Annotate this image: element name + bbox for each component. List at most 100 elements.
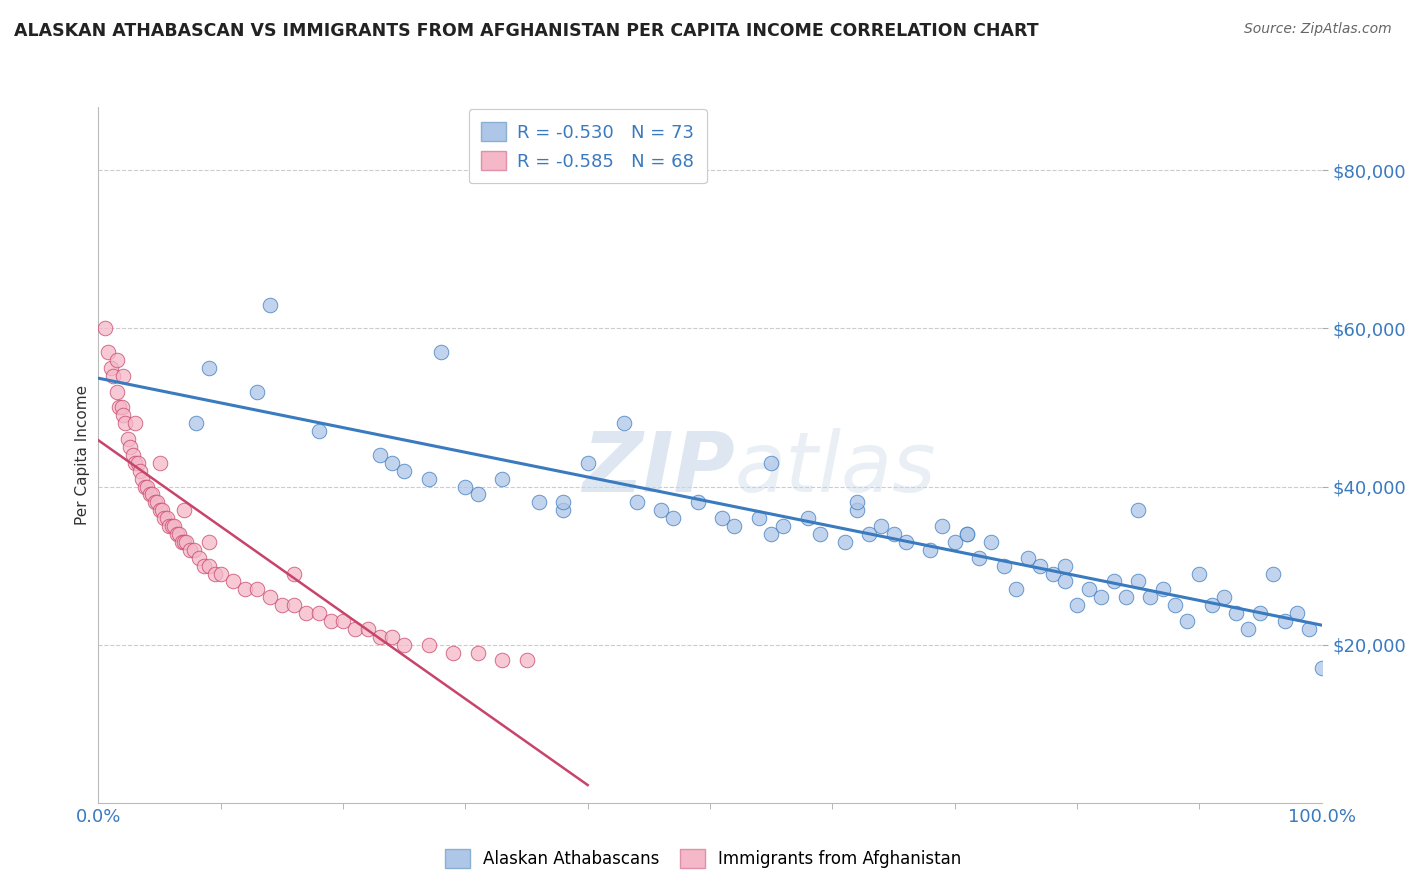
Legend: Alaskan Athabascans, Immigrants from Afghanistan: Alaskan Athabascans, Immigrants from Afg…	[439, 843, 967, 875]
Point	[1053, 558, 1076, 573]
Point	[1237, 622, 1260, 636]
Point	[193, 558, 215, 573]
Point	[834, 535, 856, 549]
Point	[173, 503, 195, 517]
Point	[131, 472, 153, 486]
Point	[467, 487, 489, 501]
Point	[1261, 566, 1284, 581]
Point	[233, 582, 256, 597]
Point	[1078, 582, 1101, 597]
Point	[1004, 582, 1026, 597]
Point	[143, 495, 166, 509]
Point	[748, 511, 770, 525]
Point	[368, 630, 391, 644]
Point	[183, 542, 205, 557]
Point	[124, 456, 146, 470]
Point	[686, 495, 709, 509]
Point	[1152, 582, 1174, 597]
Point	[356, 622, 378, 636]
Point	[797, 511, 820, 525]
Point	[167, 527, 190, 541]
Point	[222, 574, 245, 589]
Point	[1029, 558, 1052, 573]
Point	[117, 432, 139, 446]
Point	[1274, 614, 1296, 628]
Point	[1053, 574, 1076, 589]
Point	[650, 503, 672, 517]
Point	[381, 456, 404, 470]
Point	[149, 503, 172, 517]
Point	[1249, 606, 1271, 620]
Point	[808, 527, 831, 541]
Point	[111, 368, 134, 383]
Point	[150, 503, 173, 517]
Point	[197, 361, 219, 376]
Y-axis label: Per Capita Income: Per Capita Income	[75, 384, 90, 525]
Point	[1212, 591, 1234, 605]
Point	[319, 614, 342, 628]
Point	[943, 535, 966, 549]
Point	[441, 646, 464, 660]
Point	[723, 519, 745, 533]
Point	[613, 417, 636, 431]
Point	[170, 535, 193, 549]
Point	[711, 511, 734, 525]
Point	[259, 591, 281, 605]
Point	[344, 622, 367, 636]
Point	[136, 479, 159, 493]
Point	[430, 345, 453, 359]
Point	[176, 535, 198, 549]
Point	[418, 472, 440, 486]
Point	[308, 424, 330, 438]
Point	[491, 653, 513, 667]
Point	[1298, 622, 1320, 636]
Point	[100, 361, 122, 376]
Point	[124, 417, 146, 431]
Point	[883, 527, 905, 541]
Point	[129, 464, 152, 478]
Point	[105, 353, 128, 368]
Point	[270, 598, 294, 612]
Point	[139, 487, 162, 501]
Point	[1066, 598, 1088, 612]
Point	[920, 542, 942, 557]
Point	[845, 495, 868, 509]
Point	[956, 527, 979, 541]
Point	[246, 582, 269, 597]
Point	[141, 487, 163, 501]
Point	[157, 519, 180, 533]
Point	[1017, 550, 1039, 565]
Point	[187, 550, 209, 565]
Point	[111, 401, 134, 415]
Point	[1139, 591, 1161, 605]
Point	[146, 495, 169, 509]
Point	[418, 638, 440, 652]
Point	[870, 519, 893, 533]
Point	[392, 464, 416, 478]
Point	[179, 542, 201, 557]
Point	[662, 511, 685, 525]
Point	[166, 527, 188, 541]
Point	[858, 527, 880, 541]
Point	[163, 519, 186, 533]
Point	[156, 511, 179, 525]
Point	[1042, 566, 1064, 581]
Point	[1115, 591, 1137, 605]
Point	[1164, 598, 1187, 612]
Point	[553, 495, 575, 509]
Point	[114, 417, 136, 431]
Point	[246, 384, 269, 399]
Point	[295, 606, 318, 620]
Text: ZIP: ZIP	[582, 428, 734, 509]
Point	[1286, 606, 1309, 620]
Point	[894, 535, 917, 549]
Point	[134, 479, 156, 493]
Point	[1128, 503, 1150, 517]
Point	[1128, 574, 1150, 589]
Point	[956, 527, 979, 541]
Point	[153, 511, 176, 525]
Point	[209, 566, 232, 581]
Point	[120, 440, 142, 454]
Point	[761, 456, 783, 470]
Point	[173, 535, 195, 549]
